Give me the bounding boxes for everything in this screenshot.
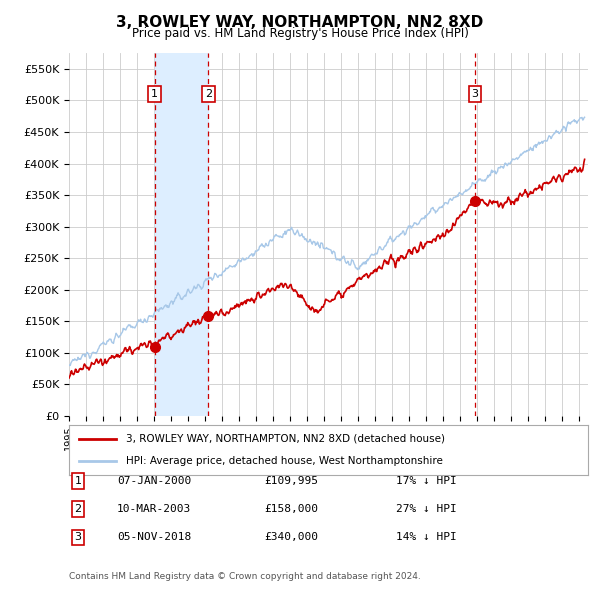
Text: 3, ROWLEY WAY, NORTHAMPTON, NN2 8XD: 3, ROWLEY WAY, NORTHAMPTON, NN2 8XD xyxy=(116,15,484,30)
Text: 2: 2 xyxy=(205,89,212,99)
Text: 2: 2 xyxy=(74,504,82,514)
Text: 3, ROWLEY WAY, NORTHAMPTON, NN2 8XD (detached house): 3, ROWLEY WAY, NORTHAMPTON, NN2 8XD (det… xyxy=(126,434,445,444)
Text: 3: 3 xyxy=(472,89,478,99)
Bar xyxy=(155,53,208,416)
Text: 27% ↓ HPI: 27% ↓ HPI xyxy=(396,504,457,514)
Text: 1: 1 xyxy=(74,476,82,486)
Text: £340,000: £340,000 xyxy=(264,533,318,542)
Text: 14% ↓ HPI: 14% ↓ HPI xyxy=(396,533,457,542)
Text: HPI: Average price, detached house, West Northamptonshire: HPI: Average price, detached house, West… xyxy=(126,456,443,466)
Text: Contains HM Land Registry data © Crown copyright and database right 2024.: Contains HM Land Registry data © Crown c… xyxy=(69,572,421,581)
Text: £109,995: £109,995 xyxy=(264,476,318,486)
Text: 05-NOV-2018: 05-NOV-2018 xyxy=(117,533,191,542)
Text: Price paid vs. HM Land Registry's House Price Index (HPI): Price paid vs. HM Land Registry's House … xyxy=(131,27,469,40)
Text: 10-MAR-2003: 10-MAR-2003 xyxy=(117,504,191,514)
Text: £158,000: £158,000 xyxy=(264,504,318,514)
Text: 17% ↓ HPI: 17% ↓ HPI xyxy=(396,476,457,486)
Text: 07-JAN-2000: 07-JAN-2000 xyxy=(117,476,191,486)
Text: 1: 1 xyxy=(151,89,158,99)
Text: 3: 3 xyxy=(74,533,82,542)
